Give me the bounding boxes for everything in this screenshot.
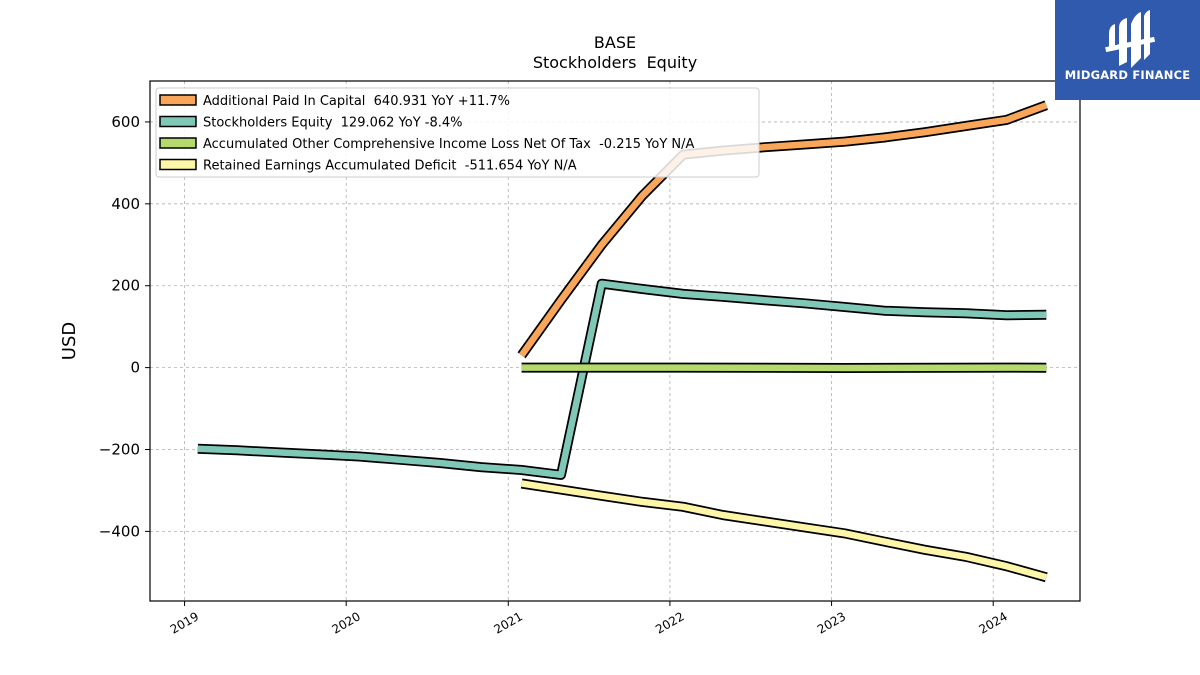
- legend-swatch: [159, 137, 197, 149]
- x-tick-label: 2024: [976, 609, 1009, 636]
- y-tick-label: 200: [111, 277, 140, 295]
- logo-text: MIDGARD FINANCE: [1064, 68, 1191, 82]
- y-tick-label: 600: [111, 113, 140, 131]
- chart-subtitle: Stockholders Equity: [533, 53, 697, 72]
- legend-label: Accumulated Other Comprehensive Income L…: [203, 137, 694, 152]
- y-tick-label: 0: [130, 359, 140, 377]
- y-axis-label: USD: [59, 322, 80, 360]
- y-tick-label: −400: [99, 522, 140, 540]
- y-tick-label: 400: [111, 195, 140, 213]
- x-tick-label: 2020: [329, 609, 362, 636]
- x-tick-label: 2023: [815, 609, 848, 636]
- y-tick-label: −200: [99, 441, 140, 459]
- series-line-3: [520, 478, 1048, 583]
- legend-box: [155, 87, 760, 178]
- legend-label: Retained Earnings Accumulated Deficit -5…: [203, 159, 577, 174]
- legend-label: Additional Paid In Capital 640.931 YoY +…: [203, 94, 510, 109]
- chart-title: BASE: [594, 33, 636, 52]
- legend-label: Stockholders Equity 129.062 YoY -8.4%: [203, 116, 463, 131]
- x-tick-label: 2022: [653, 609, 686, 636]
- x-tick-label: 2019: [168, 609, 201, 636]
- axis-ticks: 2019 2020 2021 2022 2023 2024 600 400 200 0 −200 −4…: [99, 113, 1010, 637]
- legend-swatch: [159, 94, 197, 106]
- midgard-finance-logo: MIDGARD FINANCE: [1055, 0, 1200, 100]
- series-line-1: [197, 278, 1047, 480]
- plot-frame: [149, 80, 1081, 602]
- series-lines: [197, 100, 1049, 583]
- legend-swatch: [159, 115, 197, 128]
- legend-swatch: [159, 158, 197, 171]
- midgard-logo-icon: [1105, 10, 1156, 68]
- x-tick-label: 2021: [492, 609, 525, 636]
- series-line-0: [517, 100, 1049, 359]
- legend: Additional Paid In Capital 640.931 YoY +…: [155, 87, 760, 178]
